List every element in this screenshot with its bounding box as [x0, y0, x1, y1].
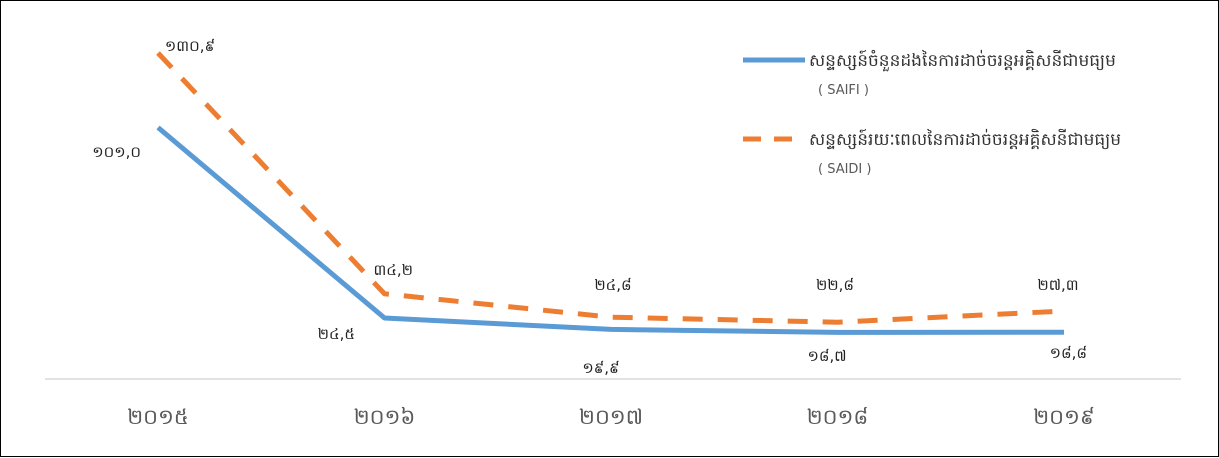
data-label: ១៨,៧: [807, 347, 846, 365]
legend-abbr: ( SAIDI ): [818, 162, 871, 177]
x-axis: ២០១៥ ២០១៦ ២០១៧ ២០១៨ ២០១៩: [45, 379, 1181, 429]
data-label: ១៨,៨: [1050, 344, 1087, 362]
data-label: ២២,៨: [816, 276, 854, 294]
x-tick-label: ២០១៨: [807, 405, 869, 429]
x-tick-label: ២០១៥: [127, 405, 189, 429]
series-line-saifi: [158, 128, 1064, 333]
data-label: ២៤,៥: [318, 325, 355, 343]
data-label: ២៧,៣: [1037, 276, 1078, 294]
data-label: ៣៤,២: [373, 261, 413, 279]
legend: សន្ទស្សន៍ចំនួនដងនៃការដាច់ចរន្តអគ្គិសនីជា…: [743, 49, 1121, 177]
data-label: ១៣០,៩: [165, 37, 215, 55]
data-label: ១៩,៩: [582, 359, 619, 377]
x-tick-label: ២០១៦: [354, 405, 416, 429]
data-label: ២៤,៨: [594, 276, 631, 294]
x-tick-label: ២០១៧: [579, 405, 643, 429]
data-label: ១០១,០: [92, 143, 141, 161]
legend-abbr: ( SAIFI ): [818, 83, 869, 98]
legend-label: សន្ទស្សន៍ចំនួនដងនៃការដាច់ចរន្តអគ្គិសនីជា…: [809, 49, 1116, 72]
legend-label: សន្ទស្សន៍រយៈពេលនៃការដាច់ចរន្តអគ្គិសនីជាម…: [809, 128, 1121, 150]
x-tick-label: ២០១៩: [1033, 405, 1095, 429]
